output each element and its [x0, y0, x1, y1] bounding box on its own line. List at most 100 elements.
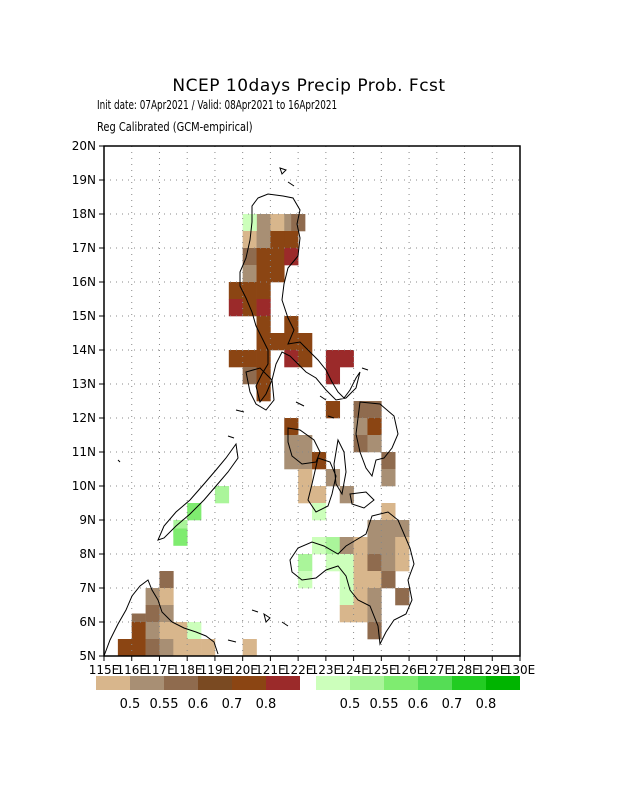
wet-legend-swatch [384, 676, 418, 690]
dry-legend-label: 0.8 [256, 697, 277, 712]
palawan-coastline [157, 442, 239, 541]
prob-cell [242, 214, 257, 232]
panay-coastline [287, 427, 321, 465]
dry-legend-swatch [130, 676, 164, 690]
prob-cell [395, 537, 410, 555]
x-tick-label: 115E [89, 663, 120, 677]
y-tick-label: 12N [72, 411, 96, 425]
y-tick-label: 6N [79, 615, 96, 629]
prob-cell [367, 435, 382, 453]
prob-cell [270, 248, 285, 266]
prob-cell [353, 537, 368, 555]
prob-cell [256, 384, 271, 402]
bohol-coastline [349, 491, 375, 509]
dry-legend-label: 0.5 [120, 697, 141, 712]
y-tick-label: 20N [72, 139, 96, 153]
prob-cell [339, 486, 354, 504]
prob-cell [256, 367, 271, 385]
prob-cell [270, 333, 285, 351]
probability-cells [117, 214, 410, 657]
prob-cell [242, 282, 257, 300]
prob-cell [291, 214, 306, 232]
map-frame [103, 145, 521, 657]
x-tick-label: 126E [394, 663, 425, 677]
prob-cell [270, 214, 285, 232]
prob-cell [367, 418, 382, 436]
wet-legend-swatch [316, 676, 350, 690]
prob-cell [173, 639, 188, 657]
prob-cell [381, 554, 396, 572]
coastline [103, 167, 415, 657]
prob-cell [256, 231, 271, 249]
borneo-coastline [103, 579, 219, 657]
prob-cell [298, 452, 313, 470]
prob-cell [367, 588, 382, 606]
prob-cell [381, 452, 396, 470]
prob-cell [312, 486, 327, 504]
luzon-coastline [239, 193, 361, 404]
prob-cell [353, 605, 368, 623]
prob-cell [256, 282, 271, 300]
prob-cell [228, 350, 243, 368]
prob-cell [284, 231, 299, 249]
prob-cell [187, 503, 202, 521]
prob-cell [242, 248, 257, 266]
prob-cell [187, 639, 202, 657]
y-tick-label: 16N [72, 275, 96, 289]
prob-cell [395, 554, 410, 572]
x-tick-label: 128E [449, 663, 480, 677]
prob-cell [159, 622, 174, 640]
prob-cell [395, 520, 410, 538]
x-tick-label: 123E [311, 663, 342, 677]
prob-cell [284, 452, 299, 470]
prob-cell [131, 622, 146, 640]
mindanao-coastline [289, 511, 415, 646]
prob-cell [242, 265, 257, 283]
prob-cell [201, 639, 216, 657]
cebu-coastline [333, 438, 347, 496]
y-tick-label: 14N [72, 343, 96, 357]
prob-cell [159, 639, 174, 657]
prob-cell [159, 605, 174, 623]
wet-legend-swatch [418, 676, 452, 690]
prob-cell [325, 554, 341, 572]
prob-cell [131, 639, 146, 657]
prob-cell [117, 639, 133, 657]
prob-cell [284, 350, 299, 368]
prob-cell [187, 622, 202, 640]
prob-cell [339, 588, 354, 606]
prob-cell [381, 503, 396, 521]
wet-legend-label: 0.5 [340, 697, 361, 712]
prob-cell [312, 537, 327, 555]
prob-cell [381, 469, 396, 487]
prob-cell [367, 401, 382, 419]
wet-legend-label: 0.7 [442, 697, 463, 712]
prob-cell [298, 333, 313, 351]
samar-coastline [355, 401, 399, 478]
prob-cell [339, 554, 354, 572]
prob-cell [367, 520, 382, 538]
prob-cell [325, 469, 341, 487]
prob-cell [270, 231, 285, 249]
prob-cell [367, 605, 382, 623]
x-tick-label: 127E [422, 663, 453, 677]
prob-cell [256, 299, 271, 317]
prob-cell [159, 571, 174, 589]
x-tick-label: 124E [338, 663, 369, 677]
prob-cell [367, 554, 382, 572]
prob-cell [367, 571, 382, 589]
dry-legend-labels: 0.5 0.55 0.6 0.7 0.8 [120, 697, 277, 712]
x-tick-label: 119E [200, 663, 231, 677]
y-tick-label: 19N [72, 173, 96, 187]
mindoro-coastline [245, 367, 275, 411]
y-tick-label: 13N [72, 377, 96, 391]
prob-cell [145, 639, 160, 657]
prob-cell [395, 588, 410, 606]
prob-cell [173, 622, 188, 640]
prob-cell [242, 367, 257, 385]
x-tick-label: 125E [366, 663, 397, 677]
prob-cell [284, 435, 299, 453]
prob-cell [298, 486, 313, 504]
map-title: NCEP 10days Precip Prob. Fcst [172, 76, 446, 96]
